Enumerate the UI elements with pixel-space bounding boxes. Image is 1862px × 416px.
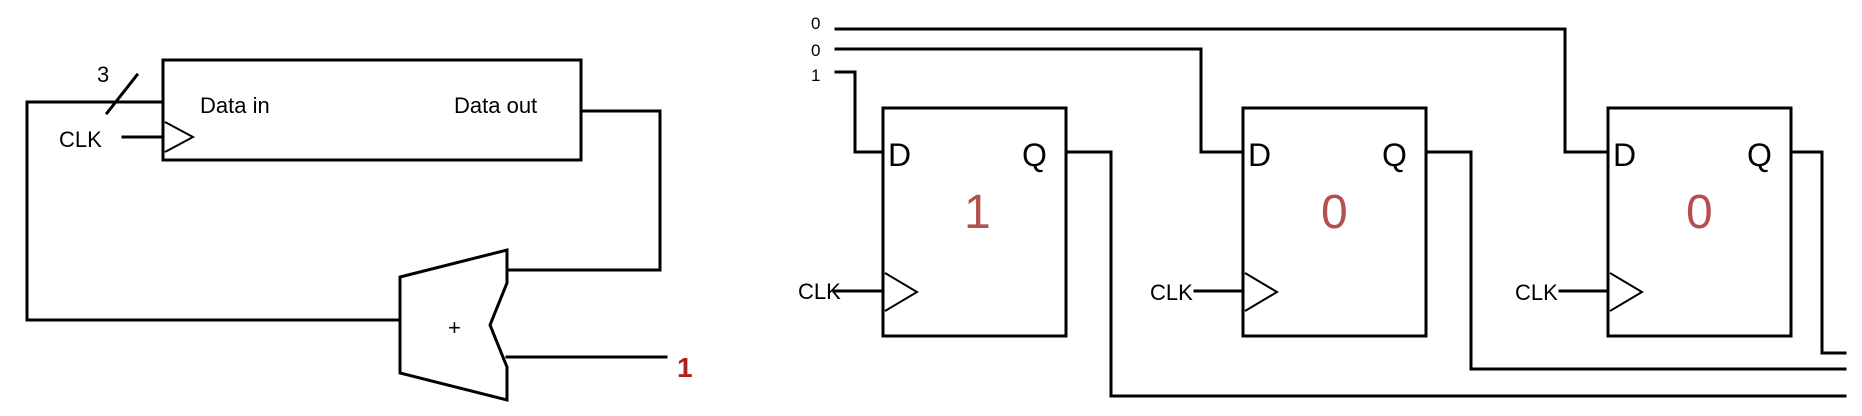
flipflop-2-box bbox=[1241, 106, 1428, 338]
data-out-label: Data out bbox=[454, 93, 537, 118]
register-clk-label: CLK bbox=[59, 127, 102, 152]
input-wire-0 bbox=[834, 27, 1610, 154]
flipflop-2-q-label: Q bbox=[1382, 137, 1407, 173]
input-label-1: 0 bbox=[811, 41, 820, 60]
input-label-2: 1 bbox=[811, 66, 820, 85]
data-out-wire bbox=[505, 109, 662, 272]
register-box bbox=[161, 58, 583, 162]
flipflop-1-d-label: D bbox=[888, 137, 911, 173]
flipflop-1-box bbox=[881, 106, 1068, 338]
data-in-label: Data in bbox=[200, 93, 270, 118]
input-wire-2 bbox=[834, 70, 885, 154]
flipflop-2-clk-label: CLK bbox=[1150, 280, 1193, 305]
flipflop-2-clock-triangle bbox=[1244, 272, 1279, 312]
flipflop-1-clock-triangle bbox=[884, 272, 919, 312]
register-clock-triangle bbox=[164, 121, 196, 153]
register-adder-circuit: CLK Data in Data out 3 + 1 bbox=[25, 58, 693, 402]
feedback-wire-in bbox=[25, 100, 402, 322]
flipflop-1-q-label: Q bbox=[1022, 137, 1047, 173]
bus-width-slash bbox=[104, 72, 140, 116]
input-label-0: 0 bbox=[811, 14, 820, 33]
increment-value: 1 bbox=[677, 352, 693, 383]
flipflop-3: D Q 0 CLK bbox=[1515, 106, 1793, 338]
flipflop-3-clk-label: CLK bbox=[1515, 280, 1558, 305]
flipflop-2: D Q 0 CLK bbox=[1150, 106, 1428, 338]
flipflop-3-d-label: D bbox=[1613, 137, 1636, 173]
flipflop-3-clock-triangle bbox=[1609, 272, 1644, 312]
flipflop-2-q-wire bbox=[1424, 150, 1847, 371]
flipflop-3-q-wire bbox=[1789, 150, 1847, 355]
flipflop-2-d-label: D bbox=[1248, 137, 1271, 173]
adder-symbol: + bbox=[448, 315, 461, 340]
flipflop-1: D Q 1 CLK bbox=[798, 106, 1068, 338]
adder-shape bbox=[398, 248, 509, 402]
flipflop-circuit: 0 0 1 D Q 1 CLK D Q 0 CLK bbox=[798, 14, 1847, 398]
flipflop-1-clk-label: CLK bbox=[798, 279, 841, 304]
flipflop-3-value: 0 bbox=[1686, 186, 1713, 239]
input-wire-1 bbox=[834, 47, 1245, 154]
flipflop-3-q-label: Q bbox=[1747, 137, 1772, 173]
flipflop-2-value: 0 bbox=[1321, 186, 1348, 239]
bus-width-label: 3 bbox=[97, 62, 109, 87]
flipflop-1-q-wire bbox=[1064, 150, 1847, 398]
flipflop-3-box bbox=[1606, 106, 1793, 338]
flipflop-1-value: 1 bbox=[964, 186, 991, 239]
